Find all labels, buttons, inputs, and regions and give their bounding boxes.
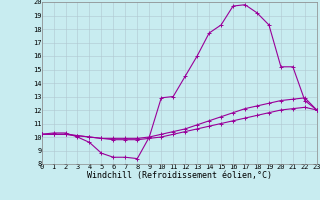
X-axis label: Windchill (Refroidissement éolien,°C): Windchill (Refroidissement éolien,°C) — [87, 171, 272, 180]
